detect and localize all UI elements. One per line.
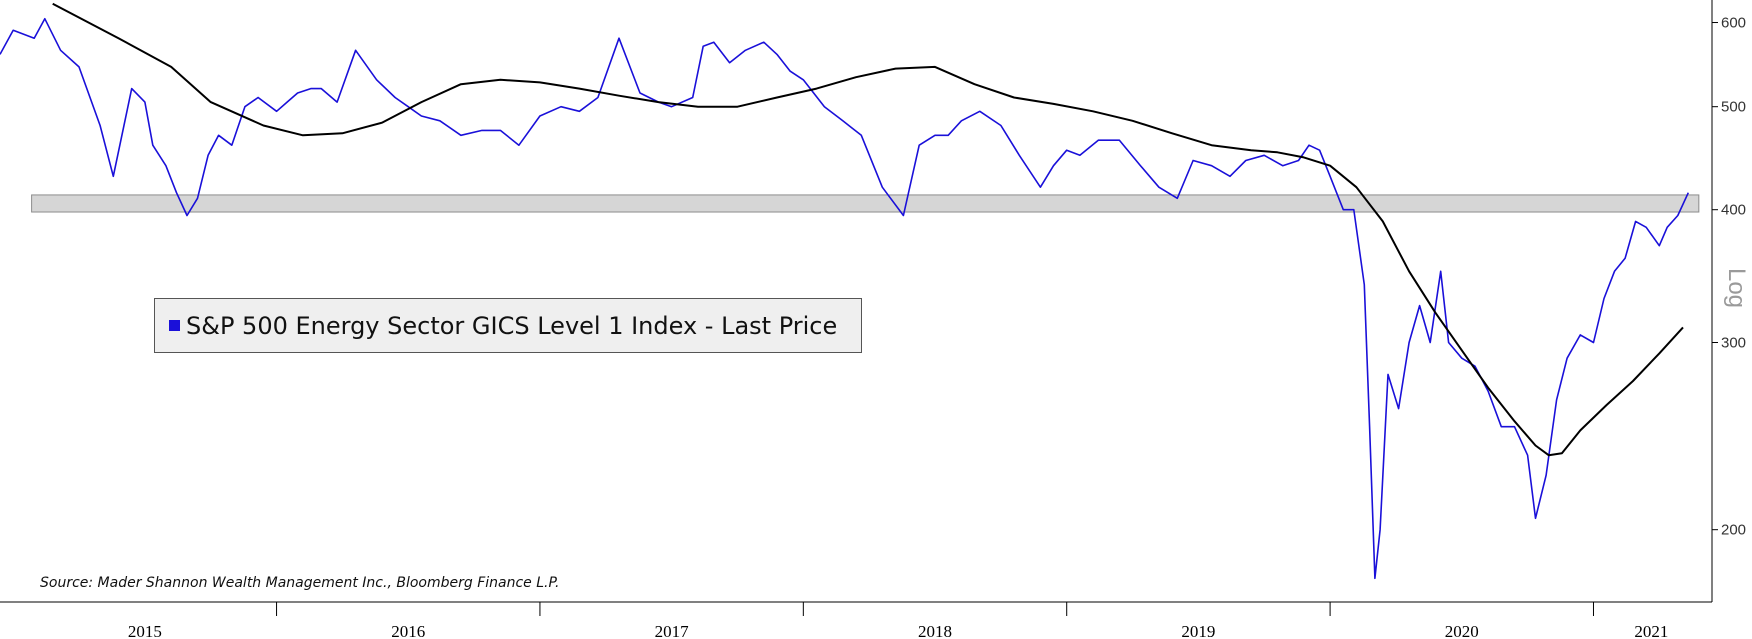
source-note: Source: Mader Shannon Wealth Management … (40, 575, 559, 591)
x-tick-label: 2020 (1445, 622, 1479, 639)
x-tick-label: 2018 (918, 622, 952, 639)
y-tick-label: 200 (1721, 522, 1746, 539)
x-tick-label: 2015 (128, 622, 162, 639)
x-tick-label: 2017 (655, 622, 690, 639)
legend-swatch (169, 320, 180, 331)
y-tick-label: 400 (1721, 202, 1746, 219)
y-scale-label: Log (1723, 268, 1750, 308)
x-tick-label: 2016 (391, 622, 425, 639)
x-tick-label: 2019 (1181, 622, 1215, 639)
legend-entry-label: S&P 500 Energy Sector GICS Level 1 Index… (186, 312, 837, 340)
y-tick-label: 500 (1721, 99, 1746, 116)
y-tick-label: 600 (1721, 15, 1746, 32)
series-line-moving-average (53, 4, 1683, 456)
x-tick-label: 2021 (1634, 622, 1668, 639)
reference-band (32, 195, 1699, 212)
chart-legend: S&P 500 Energy Sector GICS Level 1 Index… (154, 298, 862, 353)
y-tick-label: 300 (1721, 335, 1746, 352)
